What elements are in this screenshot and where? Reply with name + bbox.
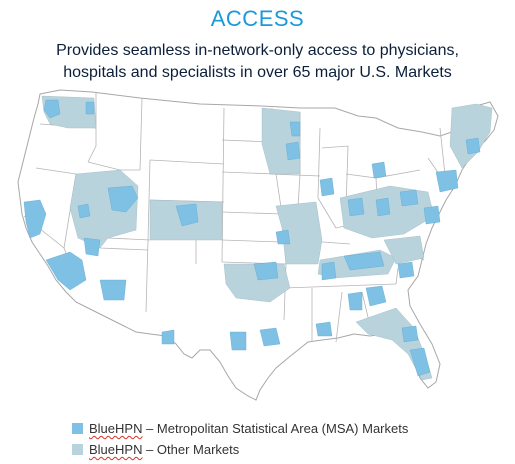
msa-denver bbox=[175, 203, 199, 227]
msa-phoenix bbox=[99, 279, 127, 301]
legend-swatch-other bbox=[72, 444, 83, 455]
msa-jacksonville bbox=[401, 325, 419, 343]
msa-nashville bbox=[343, 251, 385, 271]
legend-item-other: BlueHPN – Other Markets bbox=[72, 439, 492, 460]
msa-duluth bbox=[289, 121, 301, 137]
msa-seattle bbox=[43, 99, 61, 119]
msa-washington-dc bbox=[423, 205, 441, 225]
legend-label-msa: – Metropolitan Statistical Area (MSA) Ma… bbox=[142, 421, 409, 436]
msa-reno bbox=[77, 203, 91, 219]
msa-chicago bbox=[319, 177, 335, 197]
msa-charlotte bbox=[397, 261, 415, 279]
msa-kansas-city bbox=[275, 229, 291, 245]
msa-dallas bbox=[253, 261, 279, 281]
legend-brand-other: BlueHPN bbox=[89, 442, 143, 457]
legend-brand-msa: BlueHPN bbox=[89, 421, 143, 436]
msa-salt-lake bbox=[107, 185, 139, 213]
msa-houston bbox=[259, 327, 281, 347]
map-legend: BlueHPN – Metropolitan Statistical Area … bbox=[72, 418, 492, 460]
msa-atlanta bbox=[365, 285, 387, 307]
msa-boston bbox=[465, 137, 481, 155]
msa-birmingham bbox=[347, 291, 363, 311]
msa-los-angeles bbox=[45, 251, 87, 291]
region-georgia-florida bbox=[355, 307, 433, 381]
msa-san-antonio bbox=[229, 331, 247, 351]
msa-el-paso bbox=[161, 329, 175, 345]
us-network-map bbox=[17, 89, 499, 401]
msa-minneapolis bbox=[285, 141, 301, 161]
msa-san-francisco bbox=[23, 199, 47, 239]
legend-label-other: – Other Markets bbox=[142, 442, 240, 457]
subtitle-line-1: Provides seamless in-network-only access… bbox=[56, 42, 459, 59]
page-subtitle: Provides seamless in-network-only access… bbox=[10, 40, 505, 84]
legend-swatch-msa bbox=[72, 423, 83, 434]
msa-detroit bbox=[371, 161, 387, 179]
region-new-england bbox=[449, 103, 493, 169]
region-iowa-missouri bbox=[275, 201, 323, 265]
msa-markets-regions bbox=[23, 99, 481, 377]
legend-item-msa: BlueHPN – Metropolitan Statistical Area … bbox=[72, 418, 492, 439]
subtitle-line-2: hospitals and specialists in over 65 maj… bbox=[63, 64, 452, 81]
msa-orlando-tampa bbox=[409, 347, 431, 377]
msa-memphis bbox=[321, 261, 337, 281]
msa-new-york bbox=[435, 169, 459, 193]
msa-indianapolis bbox=[347, 197, 365, 217]
msa-las-vegas bbox=[83, 237, 101, 257]
region-minnesota bbox=[261, 107, 301, 175]
msa-new-orleans bbox=[315, 321, 333, 337]
region-virginia bbox=[383, 235, 425, 265]
msa-pittsburgh bbox=[399, 189, 419, 207]
msa-spokane bbox=[85, 101, 95, 115]
msa-columbus bbox=[375, 197, 391, 217]
page-title: ACCESS bbox=[210, 6, 305, 31]
